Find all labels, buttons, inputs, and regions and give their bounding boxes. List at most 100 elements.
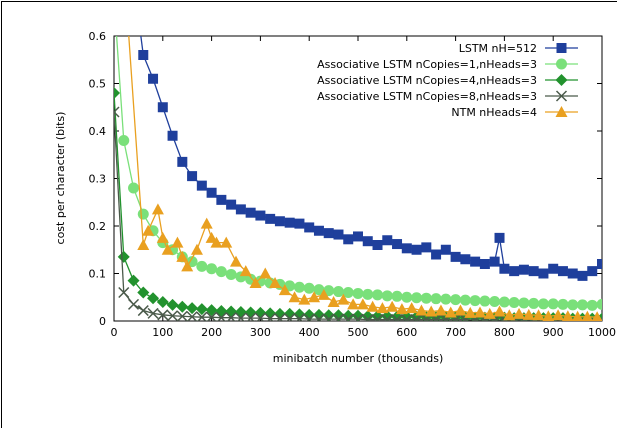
series-line <box>128 36 598 318</box>
data-point <box>596 298 602 310</box>
data-point <box>528 297 540 309</box>
data-point <box>391 310 404 321</box>
data-point <box>137 239 150 250</box>
data-point <box>567 299 579 311</box>
data-point <box>410 310 423 321</box>
data-point <box>362 314 374 321</box>
data-point <box>425 305 438 317</box>
data-point <box>470 256 481 267</box>
data-point <box>591 311 602 321</box>
data-point <box>317 288 330 300</box>
series-line <box>114 92 602 320</box>
data-point <box>255 210 266 221</box>
data-point <box>244 306 257 319</box>
data-point <box>245 312 257 321</box>
data-point <box>420 292 432 304</box>
data-point <box>294 218 305 229</box>
data-point <box>381 314 393 321</box>
data-point <box>245 207 256 218</box>
data-point <box>464 306 477 318</box>
x-tick-label: 100 <box>152 326 173 339</box>
data-point <box>215 312 227 321</box>
data-point <box>332 313 345 321</box>
data-point <box>542 310 555 321</box>
x-tick-label: 800 <box>494 326 515 339</box>
data-point <box>273 307 286 320</box>
data-point <box>587 266 598 277</box>
data-point <box>225 268 237 280</box>
data-point <box>206 263 218 275</box>
data-point <box>489 296 501 308</box>
data-point <box>274 313 286 321</box>
data-point <box>157 102 168 113</box>
data-point <box>283 307 296 320</box>
data-point <box>371 314 384 321</box>
series-square <box>138 36 602 281</box>
data-point <box>381 290 393 302</box>
data-point <box>186 311 198 321</box>
x-tick-label: 900 <box>543 326 564 339</box>
data-point <box>352 313 364 321</box>
data-point <box>127 274 140 287</box>
x-tick-label: 0 <box>111 326 118 339</box>
x-tick-label: 1000 <box>588 326 616 339</box>
legend-label: NTM nHeads=4 <box>451 106 537 119</box>
data-point <box>313 225 324 236</box>
data-point <box>332 286 344 298</box>
data-point <box>372 240 383 250</box>
data-point <box>483 307 496 319</box>
data-point <box>226 199 237 210</box>
data-point <box>469 295 481 307</box>
data-point <box>597 259 602 269</box>
data-point <box>303 313 315 321</box>
data-point <box>391 314 403 321</box>
y-tick-label: 0.5 <box>89 78 107 91</box>
data-point <box>503 309 516 321</box>
data-point <box>142 224 155 236</box>
data-point <box>269 277 282 288</box>
data-point <box>415 304 428 316</box>
data-point <box>431 249 442 260</box>
data-point <box>176 250 189 262</box>
data-point <box>509 266 520 277</box>
data-point <box>343 234 354 245</box>
data-point <box>200 217 213 229</box>
legend-marker <box>555 74 568 86</box>
data-point <box>342 313 354 321</box>
data-point <box>353 231 363 242</box>
data-point <box>171 236 184 248</box>
data-point <box>411 314 423 321</box>
data-point <box>235 204 246 215</box>
data-point <box>274 216 285 227</box>
data-point <box>265 213 276 224</box>
data-point <box>459 294 471 306</box>
data-point <box>333 229 344 240</box>
data-point <box>190 243 203 255</box>
data-point <box>249 277 262 288</box>
data-point <box>137 286 150 299</box>
data-point <box>434 304 447 316</box>
data-point <box>151 203 164 215</box>
data-point <box>508 296 520 308</box>
data-point <box>460 254 471 265</box>
y-tick-label: 0.3 <box>89 173 107 186</box>
data-point <box>421 242 432 253</box>
data-point <box>362 236 373 247</box>
data-point <box>342 309 355 321</box>
legend-label: Associative LSTM nCopies=8,nHeads=3 <box>317 90 537 103</box>
data-point <box>518 264 529 275</box>
data-point <box>332 309 345 321</box>
legend-label: LSTM nH=512 <box>459 42 537 55</box>
data-point <box>239 265 252 277</box>
data-point <box>177 156 188 167</box>
data-point <box>557 266 568 277</box>
data-point <box>489 256 500 267</box>
data-point <box>225 305 238 318</box>
data-point <box>557 298 569 310</box>
data-point <box>167 130 178 141</box>
data-point <box>195 303 208 316</box>
data-point <box>137 305 149 317</box>
data-point <box>216 194 227 205</box>
data-point <box>430 293 442 305</box>
